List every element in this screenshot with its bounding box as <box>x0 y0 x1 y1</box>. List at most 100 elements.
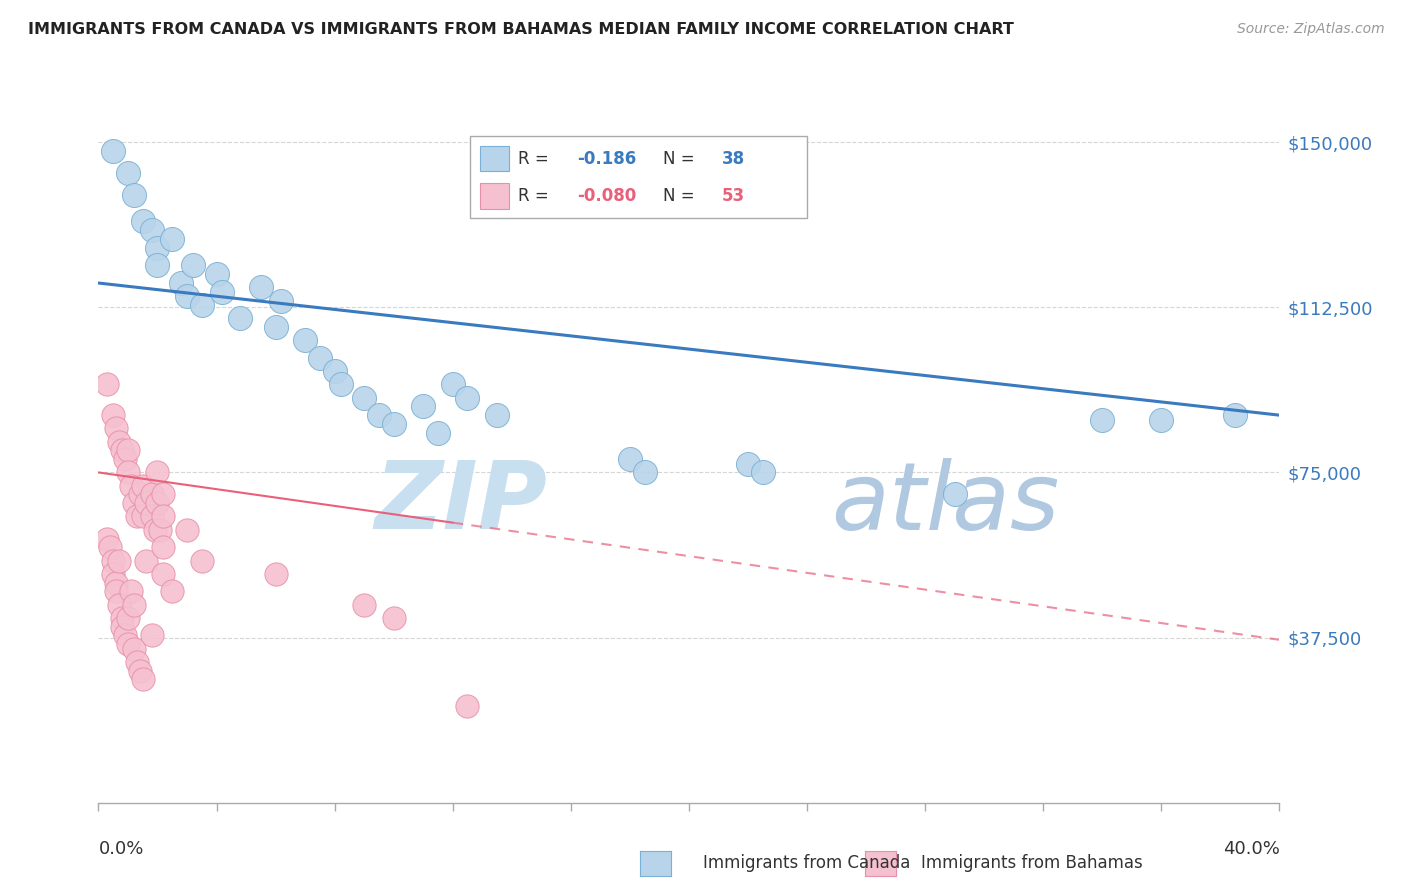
Point <box>146 496 169 510</box>
Point <box>135 553 157 567</box>
Bar <box>479 145 509 171</box>
Point <box>114 452 136 467</box>
Point <box>176 523 198 537</box>
Point <box>146 241 169 255</box>
Point <box>737 457 759 471</box>
Point <box>1091 412 1114 426</box>
Point <box>98 541 121 555</box>
Point <box>96 532 118 546</box>
Text: -0.186: -0.186 <box>576 150 636 168</box>
Point <box>382 417 405 431</box>
Text: 0.0%: 0.0% <box>98 840 143 858</box>
Point <box>105 421 128 435</box>
Point <box>108 553 131 567</box>
Point <box>457 698 479 713</box>
Point <box>146 466 169 480</box>
Text: Source: ZipAtlas.com: Source: ZipAtlas.com <box>1237 22 1385 37</box>
Point <box>103 566 125 581</box>
Point <box>205 267 228 281</box>
Point <box>132 673 155 687</box>
Point <box>111 611 134 625</box>
FancyBboxPatch shape <box>471 136 807 218</box>
Point <box>309 351 332 365</box>
Point <box>117 443 139 458</box>
Point <box>323 364 346 378</box>
Point <box>294 333 316 347</box>
Point <box>105 575 128 590</box>
Point <box>108 598 131 612</box>
Point <box>229 311 252 326</box>
Point <box>270 293 292 308</box>
Point <box>120 478 142 492</box>
Point <box>132 509 155 524</box>
Text: 40.0%: 40.0% <box>1223 840 1279 858</box>
Point <box>122 496 145 510</box>
Point <box>125 509 148 524</box>
Point <box>141 223 163 237</box>
Point <box>152 566 174 581</box>
Point <box>114 628 136 642</box>
Point <box>176 289 198 303</box>
Point <box>170 276 193 290</box>
Point <box>368 408 391 422</box>
Point <box>353 391 375 405</box>
Point <box>353 598 375 612</box>
Text: N =: N = <box>664 187 700 205</box>
Point <box>152 541 174 555</box>
Point <box>103 408 125 422</box>
Bar <box>479 184 509 209</box>
Point <box>162 232 183 246</box>
Point <box>117 466 139 480</box>
Point <box>152 509 174 524</box>
Point <box>141 628 163 642</box>
Point <box>103 144 125 158</box>
Point <box>264 320 287 334</box>
Point <box>141 487 163 501</box>
Text: 38: 38 <box>723 150 745 168</box>
Point <box>143 523 166 537</box>
Point <box>96 377 118 392</box>
Point <box>108 434 131 449</box>
Point <box>128 487 150 501</box>
Point <box>382 611 405 625</box>
Point <box>441 377 464 392</box>
Point <box>152 487 174 501</box>
Point <box>486 408 509 422</box>
Point <box>111 443 134 458</box>
Text: 53: 53 <box>723 187 745 205</box>
Point <box>619 452 641 467</box>
Text: -0.080: -0.080 <box>576 187 636 205</box>
Text: ZIP: ZIP <box>374 457 547 549</box>
Text: R =: R = <box>517 150 554 168</box>
Point <box>329 377 352 392</box>
Point <box>634 466 657 480</box>
Point <box>752 466 775 480</box>
Point <box>125 655 148 669</box>
Point <box>181 259 204 273</box>
Text: Immigrants from Bahamas: Immigrants from Bahamas <box>921 855 1143 872</box>
Point <box>117 611 139 625</box>
Point <box>264 566 287 581</box>
Point <box>122 188 145 202</box>
Point <box>943 487 966 501</box>
Text: IMMIGRANTS FROM CANADA VS IMMIGRANTS FROM BAHAMAS MEDIAN FAMILY INCOME CORRELATI: IMMIGRANTS FROM CANADA VS IMMIGRANTS FRO… <box>28 22 1014 37</box>
Point <box>132 214 155 228</box>
Point <box>146 259 169 273</box>
Text: Immigrants from Canada: Immigrants from Canada <box>703 855 910 872</box>
Point <box>141 509 163 524</box>
Point <box>105 584 128 599</box>
Point <box>191 298 214 312</box>
Point <box>117 166 139 180</box>
Point <box>1150 412 1173 426</box>
Text: N =: N = <box>664 150 700 168</box>
Point <box>1225 408 1247 422</box>
Point <box>149 523 172 537</box>
Point <box>457 391 479 405</box>
Point <box>117 637 139 651</box>
Point <box>412 400 434 414</box>
Point <box>211 285 233 299</box>
Point <box>132 478 155 492</box>
Point <box>427 425 450 440</box>
Point <box>122 641 145 656</box>
Point <box>103 553 125 567</box>
